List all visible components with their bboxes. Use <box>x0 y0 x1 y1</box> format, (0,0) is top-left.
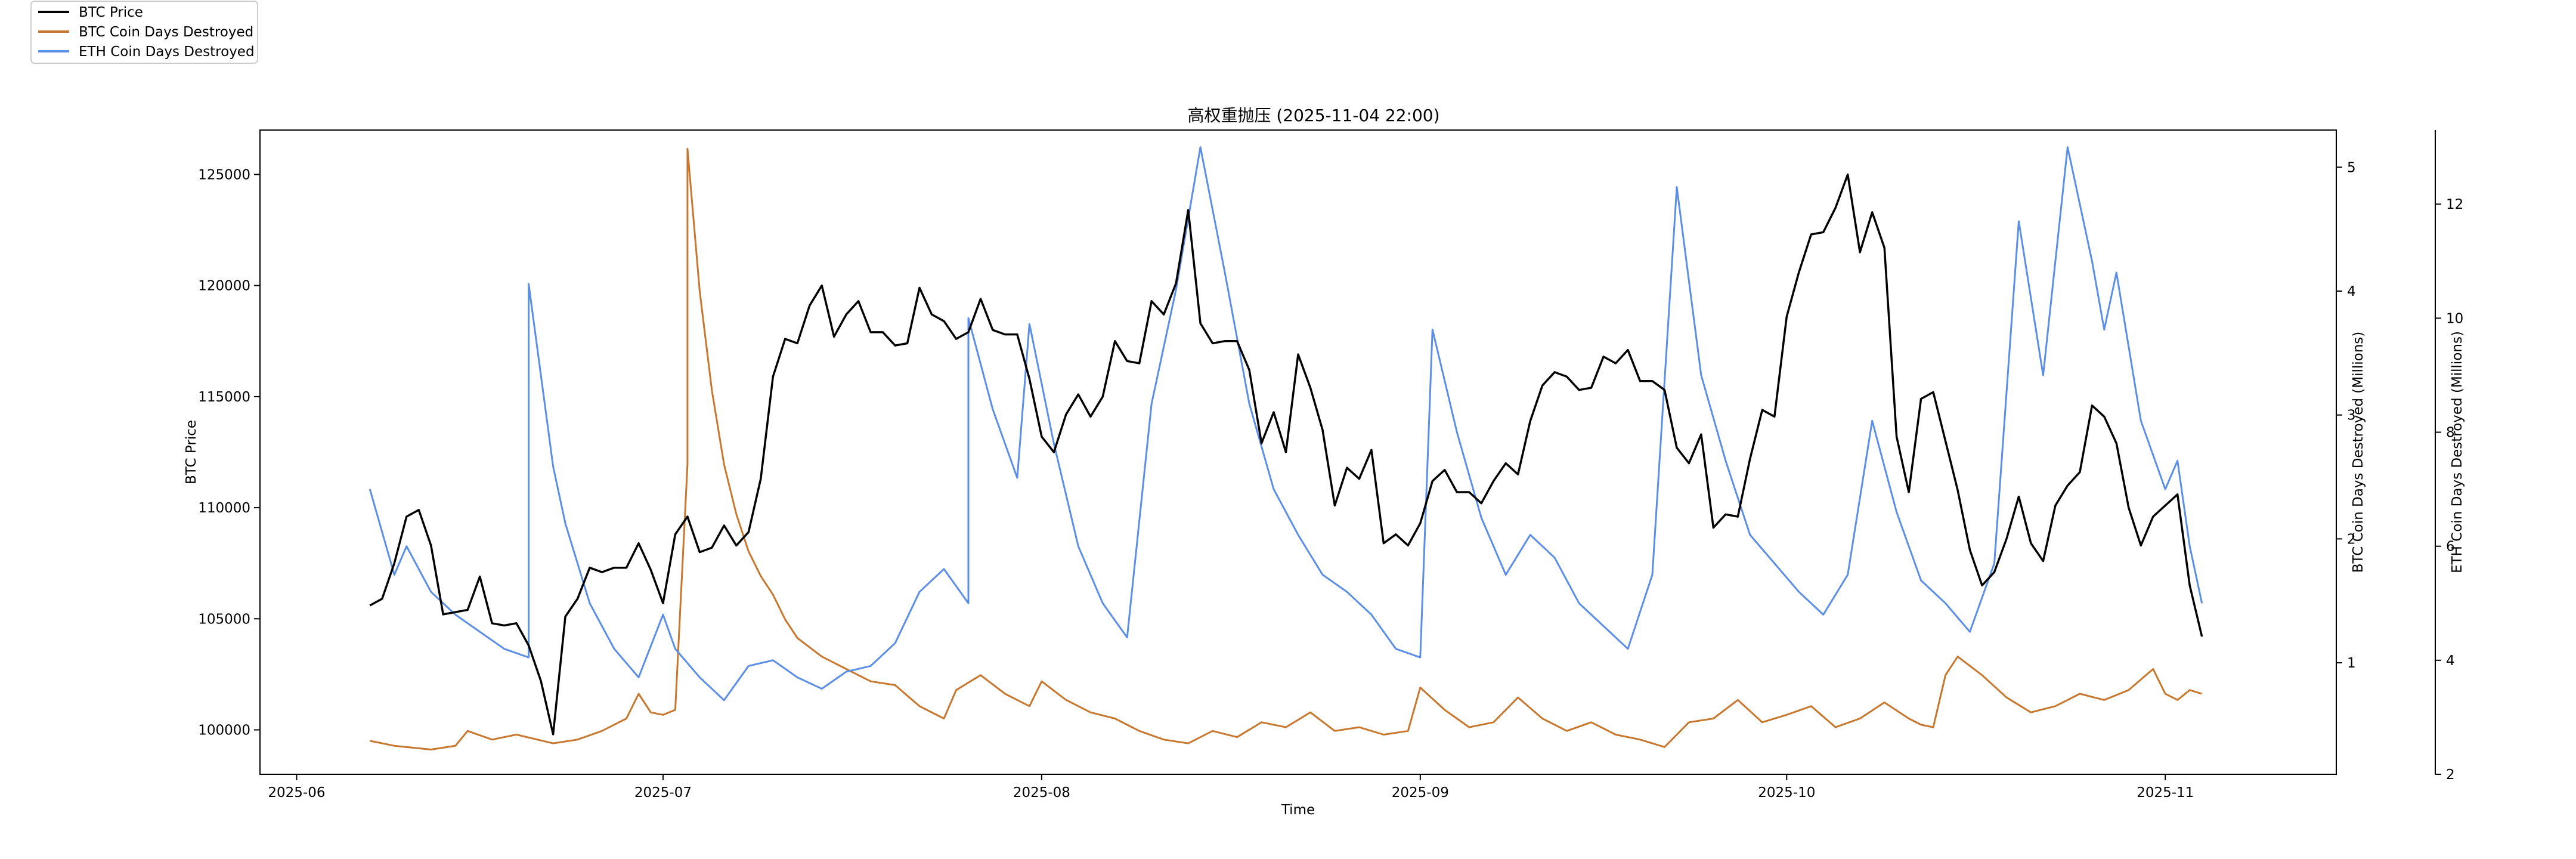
series-line-btc-coin-days-destroyed <box>370 147 2203 750</box>
plot-frame <box>259 129 2337 775</box>
legend-entry: BTC Price <box>79 5 143 20</box>
y-tick-label: 110000 <box>198 500 250 516</box>
y-tick-label: 125000 <box>198 167 250 183</box>
y2-tick-label: 4 <box>2347 284 2356 299</box>
y2-tick-label: 5 <box>2347 160 2356 175</box>
x-axis: 2025-06 2025-07 2025-08 2025-09 2025-10 2025-… <box>268 774 2194 801</box>
x-tick-label: 2025-09 <box>1392 785 1449 801</box>
y-axis-right-outer: 2 4 6 8 10 12 <box>2435 130 2463 783</box>
chart-title: 高权重抛压 (2025-11-04 22:00) <box>1187 106 1439 125</box>
y2-tick-label: 1 <box>2347 656 2356 671</box>
y3-tick-label: 4 <box>2446 653 2455 669</box>
y3-axis-title: ETH Coin Days Destroyed (Millions) <box>2450 331 2465 573</box>
y-tick-label: 105000 <box>198 611 250 627</box>
y3-tick-label: 12 <box>2446 197 2463 212</box>
y2-tick-label: 3 <box>2347 408 2356 424</box>
x-tick-label: 2025-06 <box>268 785 325 801</box>
x-tick-label: 2025-08 <box>1013 785 1070 801</box>
legend-entry: BTC Coin Days Destroyed <box>79 24 253 40</box>
y-axis-right: 1 2 3 4 5 <box>2336 160 2356 671</box>
y-tick-label: 100000 <box>198 723 250 739</box>
y3-tick-label: 8 <box>2446 425 2455 441</box>
x-tick-label: 2025-07 <box>634 785 692 801</box>
y-tick-label: 120000 <box>198 279 250 294</box>
series-layer <box>369 146 2203 750</box>
y3-tick-label: 6 <box>2446 539 2455 555</box>
y-tick-label: 115000 <box>198 390 250 405</box>
legend-entry: ETH Coin Days Destroyed <box>79 44 255 60</box>
legend: BTC Price BTC Coin Days Destroyed ETH Coin… <box>30 1 258 64</box>
y-axis-left: 100000 105000 110000 115000 120000 125000 <box>198 167 260 739</box>
y-axis-title: BTC Price <box>184 420 199 484</box>
series-line-eth-coin-days-destroyed <box>369 146 2203 702</box>
y2-axis-title: BTC Coin Days Destroyed (Millions) <box>2351 332 2366 573</box>
legend-box <box>30 1 258 64</box>
y3-tick-label: 2 <box>2446 767 2455 783</box>
x-tick-label: 2025-10 <box>1758 785 1815 801</box>
y2-tick-label: 2 <box>2347 532 2356 547</box>
y3-tick-label: 10 <box>2446 311 2463 326</box>
series-line-btc-price <box>369 173 2203 736</box>
x-axis-title: Time <box>1281 802 1315 818</box>
x-tick-label: 2025-11 <box>2137 785 2194 801</box>
